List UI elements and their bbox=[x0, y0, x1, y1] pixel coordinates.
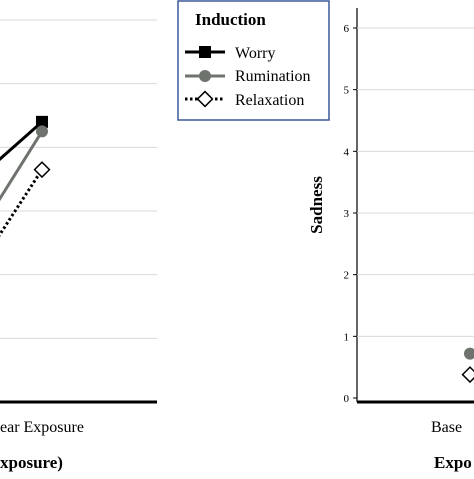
series-line-relaxation bbox=[0, 168, 44, 237]
circle-filled-icon bbox=[199, 70, 211, 82]
right-panel-x-tick-label: Base bbox=[431, 419, 462, 436]
legend-entry-rumination: Rumination bbox=[235, 68, 311, 85]
right-panel-x-axis-title: Expo bbox=[434, 453, 472, 472]
right-y-tick-label: 3 bbox=[344, 208, 350, 220]
left-panel-x-tick-label: ear Exposure bbox=[0, 419, 84, 436]
legend: Induction Worry Rumination Relaxation bbox=[177, 0, 330, 121]
right-panel-y-axis-title: Sadness bbox=[307, 176, 326, 234]
data-point-worry bbox=[36, 115, 48, 128]
square-filled-icon bbox=[199, 46, 211, 58]
legend-entry-worry: Worry bbox=[235, 45, 275, 62]
series-line-worry bbox=[0, 120, 43, 162]
legend-entry-relaxation: Relaxation bbox=[235, 92, 304, 109]
legend-title: Induction bbox=[195, 10, 266, 29]
right-panel-y-ticks: 0 1 2 3 4 5 6 bbox=[344, 23, 357, 405]
right-panel-markers bbox=[461, 347, 474, 384]
left-panel-x-axis-title: xposure) bbox=[0, 453, 63, 472]
right-y-tick-label: 1 bbox=[344, 331, 350, 343]
series-line-rumination bbox=[0, 130, 44, 202]
right-y-tick-label: 2 bbox=[344, 270, 350, 282]
diamond-open-icon bbox=[196, 90, 214, 108]
right-y-tick-label: 6 bbox=[344, 23, 350, 35]
right-panel-gridlines bbox=[357, 27, 474, 337]
left-panel-series-lines bbox=[0, 120, 44, 237]
right-y-tick-label: 4 bbox=[344, 146, 350, 158]
data-point-relaxation bbox=[461, 366, 474, 384]
left-panel-gridlines bbox=[0, 19, 157, 339]
right-y-tick-label: 5 bbox=[344, 85, 350, 97]
data-point-rumination bbox=[464, 347, 474, 360]
right-y-tick-label: 0 bbox=[344, 393, 350, 405]
data-point-relaxation bbox=[33, 161, 51, 179]
data-point-rumination bbox=[36, 125, 48, 138]
legend-symbols bbox=[185, 46, 225, 108]
left-panel-markers bbox=[33, 115, 51, 179]
